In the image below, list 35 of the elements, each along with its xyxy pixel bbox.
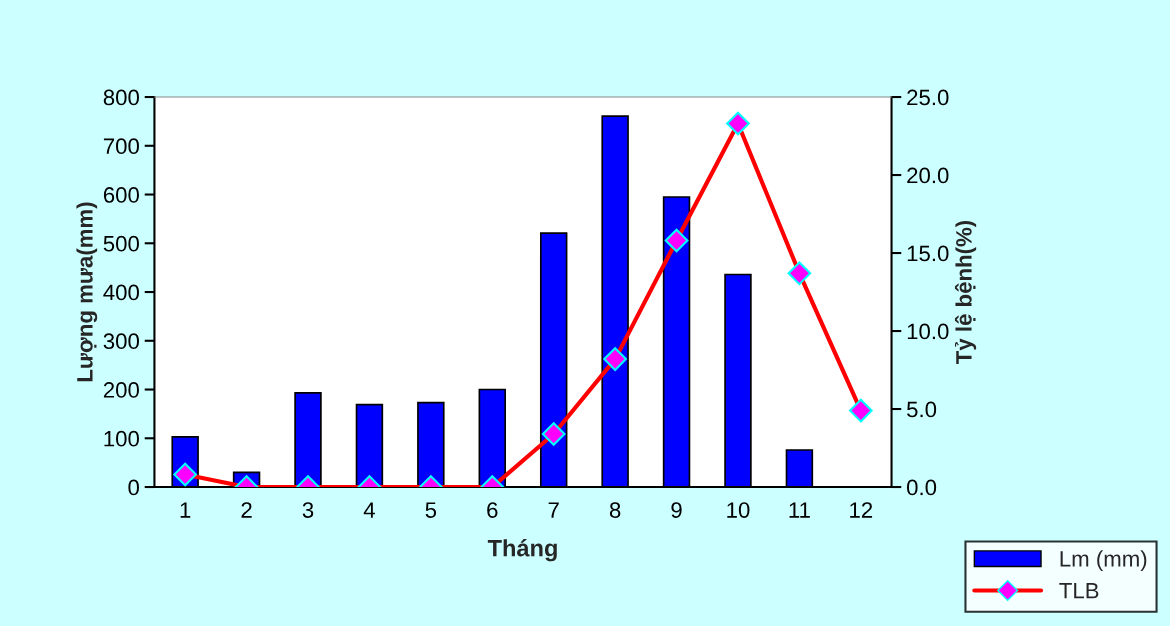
y-tick-label: 0	[128, 479, 139, 496]
x-tick-label: 7	[548, 502, 559, 518]
x-tick-label: 12	[850, 502, 873, 518]
y-tick-label: 700	[103, 138, 139, 155]
x-tick-label: 4	[363, 502, 375, 518]
y2-tick-label: 10.0	[907, 323, 949, 340]
y-tick-label: 300	[103, 333, 139, 350]
y2-tick-label: 15.0	[907, 245, 949, 262]
x-tick-label: 11	[789, 502, 810, 518]
x-tick-label: 9	[671, 502, 682, 518]
y2-tick-label: 5.0	[907, 401, 937, 418]
y-tick-label: 100	[104, 430, 139, 447]
x-tick-label: 10	[727, 502, 750, 518]
y2-tick-label: 20.0	[907, 167, 949, 184]
y-tick-label: 400	[103, 284, 139, 301]
y-tick-label: 200	[103, 382, 139, 398]
y2-tick-label: 25.0	[907, 89, 949, 106]
x-tick-label: 5	[425, 502, 437, 518]
x-tick-label: 6	[487, 502, 498, 518]
x-tick-label: 2	[241, 502, 252, 518]
y-tick-label: 500	[103, 235, 139, 252]
bar	[417, 401, 445, 488]
y-tick-label: 800	[103, 89, 139, 106]
legend-label: Lm (mm)	[1060, 550, 1147, 572]
y2-tick-label: 0.0	[906, 479, 937, 496]
y-axis-title: Lượng mưa(mm)	[76, 202, 98, 382]
x-axis-title: Tháng	[487, 538, 557, 562]
bar	[355, 403, 384, 488]
bar	[294, 392, 322, 488]
x-tick-label: 8	[609, 502, 621, 518]
y-tick-label: 600	[103, 187, 139, 203]
y2-axis-title: Tỷ lệ bệnh(%)	[954, 220, 977, 364]
legend-label: TLB	[1059, 582, 1099, 599]
x-tick-label: 3	[302, 502, 314, 518]
x-tick-label: 1	[180, 502, 191, 518]
